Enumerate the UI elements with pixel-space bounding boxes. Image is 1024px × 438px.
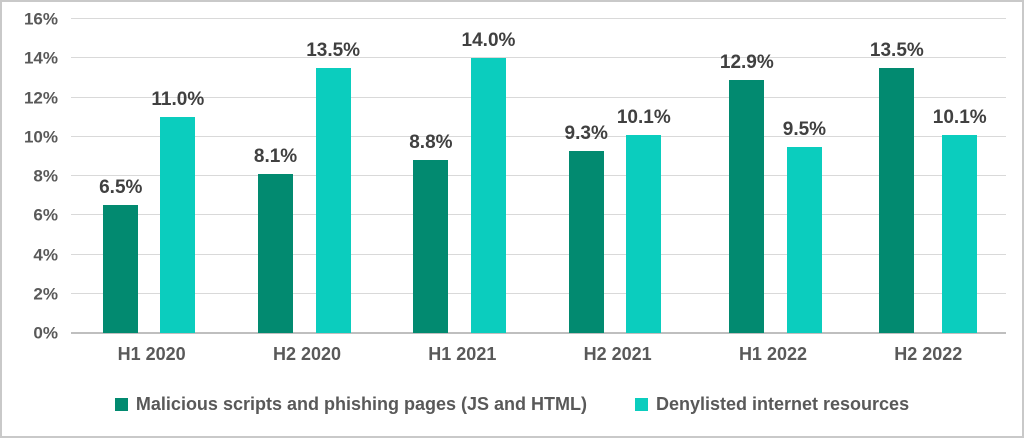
bar-series2-h2-2022	[942, 134, 978, 333]
gridline-6%	[71, 214, 1006, 216]
legend: Malicious scripts and phishing pages (JS…	[2, 394, 1022, 415]
bar-wrap-series1: 9.3%	[564, 122, 608, 333]
gridline-16%	[71, 18, 1006, 19]
legend-item-denylisted-resources: Denylisted internet resources	[634, 394, 910, 415]
bar-groups: 6.5% 11.0% 8.1% 13.5% 8.8% 14.0% 9.3% 10.1% 12.9…	[74, 19, 1006, 333]
bar-series1-h2-2022	[879, 68, 915, 333]
y-tick-label-14%: 14%	[23, 48, 58, 68]
data-label: 6.5%	[99, 177, 143, 199]
data-label: 9.3%	[564, 122, 608, 144]
gridline-8%	[71, 175, 1006, 176]
x-tick-label-h1-2022: H1 2022	[738, 344, 807, 364]
gridline-4%	[71, 253, 1006, 255]
gridline-14%	[71, 57, 1006, 59]
legend-swatch-malicious-scripts	[114, 398, 128, 411]
gridline-2%	[71, 292, 1006, 294]
bar-series2-h2-2021	[626, 134, 662, 333]
bar-wrap-series2: 13.5%	[306, 41, 360, 333]
y-tick-label-10%: 10%	[23, 127, 58, 147]
y-tick-label-2%: 2%	[33, 284, 58, 304]
bar-wrap-series1: 12.9%	[719, 51, 774, 333]
y-tick-label-4%: 4%	[33, 245, 58, 264]
gridline-12%	[71, 96, 1006, 98]
bar-group-h1-2020: 6.5% 11.0%	[74, 19, 229, 333]
bar-series1-h2-2020	[258, 174, 294, 333]
y-tick-label-8%: 8%	[33, 166, 58, 186]
bar-wrap-series2: 11.0%	[151, 90, 204, 333]
x-tick-label-h1-2021: H1 2021	[428, 344, 497, 364]
x-axis: H1 2020 H2 2020 H1 2021 H2 2021 H1 2022 H2 20…	[74, 344, 1006, 368]
bar-wrap-series1: 8.1%	[254, 147, 297, 333]
data-label: 10.1%	[932, 106, 987, 128]
x-tick-label-h2-2020: H2 2020	[272, 344, 342, 364]
legend-item-malicious-scripts: Malicious scripts and phishing pages (JS…	[114, 394, 587, 415]
bar-series1-h1-2020	[103, 205, 139, 333]
data-label: 12.9%	[719, 51, 774, 73]
x-tick-label-h2-2021: H2 2021	[583, 344, 652, 364]
bar-wrap-series1: 8.8%	[409, 132, 453, 333]
bar-group-h2-2020: 8.1% 13.5%	[229, 19, 384, 333]
data-label: 8.1%	[253, 146, 298, 168]
y-tick-label-16%: 16%	[23, 9, 58, 29]
bar-wrap-series1: 6.5%	[99, 178, 142, 333]
plot-area: 6.5% 11.0% 8.1% 13.5% 8.8% 14.0% 9.3% 10.1% 12.9…	[71, 18, 1006, 334]
y-tick-label-0%: 0%	[33, 323, 58, 343]
legend-label-denylisted-resources: Denylisted internet resources	[655, 394, 910, 414]
bar-group-h1-2021: 8.8% 14.0%	[385, 19, 540, 333]
y-axis: 0% 2% 4% 6% 8% 10% 12% 14% 16%	[2, 11, 58, 342]
bar-wrap-series2: 10.1%	[932, 106, 987, 333]
bar-series2-h1-2020	[160, 117, 196, 333]
bar-series1-h2-2021	[568, 150, 604, 333]
data-label: 13.5%	[306, 40, 361, 62]
x-tick-label-h2-2022: H2 2022	[894, 344, 963, 364]
data-label: 8.8%	[409, 132, 453, 154]
bar-series1-h1-2022	[729, 79, 765, 333]
x-tick-label-h1-2020: H1 2020	[117, 344, 186, 364]
data-label: 10.1%	[616, 106, 671, 128]
bar-series2-h1-2022	[786, 146, 822, 333]
bar-group-h1-2022: 12.9% 9.5%	[695, 19, 850, 333]
bar-series2-h1-2021	[470, 58, 506, 333]
bar-wrap-series2: 9.5%	[782, 118, 827, 333]
legend-swatch-denylisted-resources	[634, 398, 648, 411]
bar-wrap-series2: 10.1%	[616, 106, 671, 333]
x-axis-line	[71, 332, 1006, 334]
bar-wrap-series1: 13.5%	[870, 41, 924, 333]
y-tick-label-12%: 12%	[23, 88, 58, 107]
data-label: 14.0%	[461, 30, 516, 52]
bar-group-h2-2021: 9.3% 10.1%	[540, 19, 695, 333]
bar-series2-h2-2020	[315, 68, 351, 333]
data-label: 9.5%	[782, 118, 827, 140]
bar-wrap-series2: 14.0%	[461, 30, 516, 333]
bar-group-h2-2022: 13.5% 10.1%	[851, 19, 1006, 333]
y-tick-label-6%: 6%	[33, 205, 58, 225]
bar-series1-h1-2021	[413, 160, 449, 333]
legend-label-malicious-scripts: Malicious scripts and phishing pages (JS…	[135, 394, 587, 414]
gridline-10%	[71, 135, 1006, 137]
data-label: 11.0%	[151, 89, 205, 111]
data-label: 13.5%	[869, 40, 924, 62]
